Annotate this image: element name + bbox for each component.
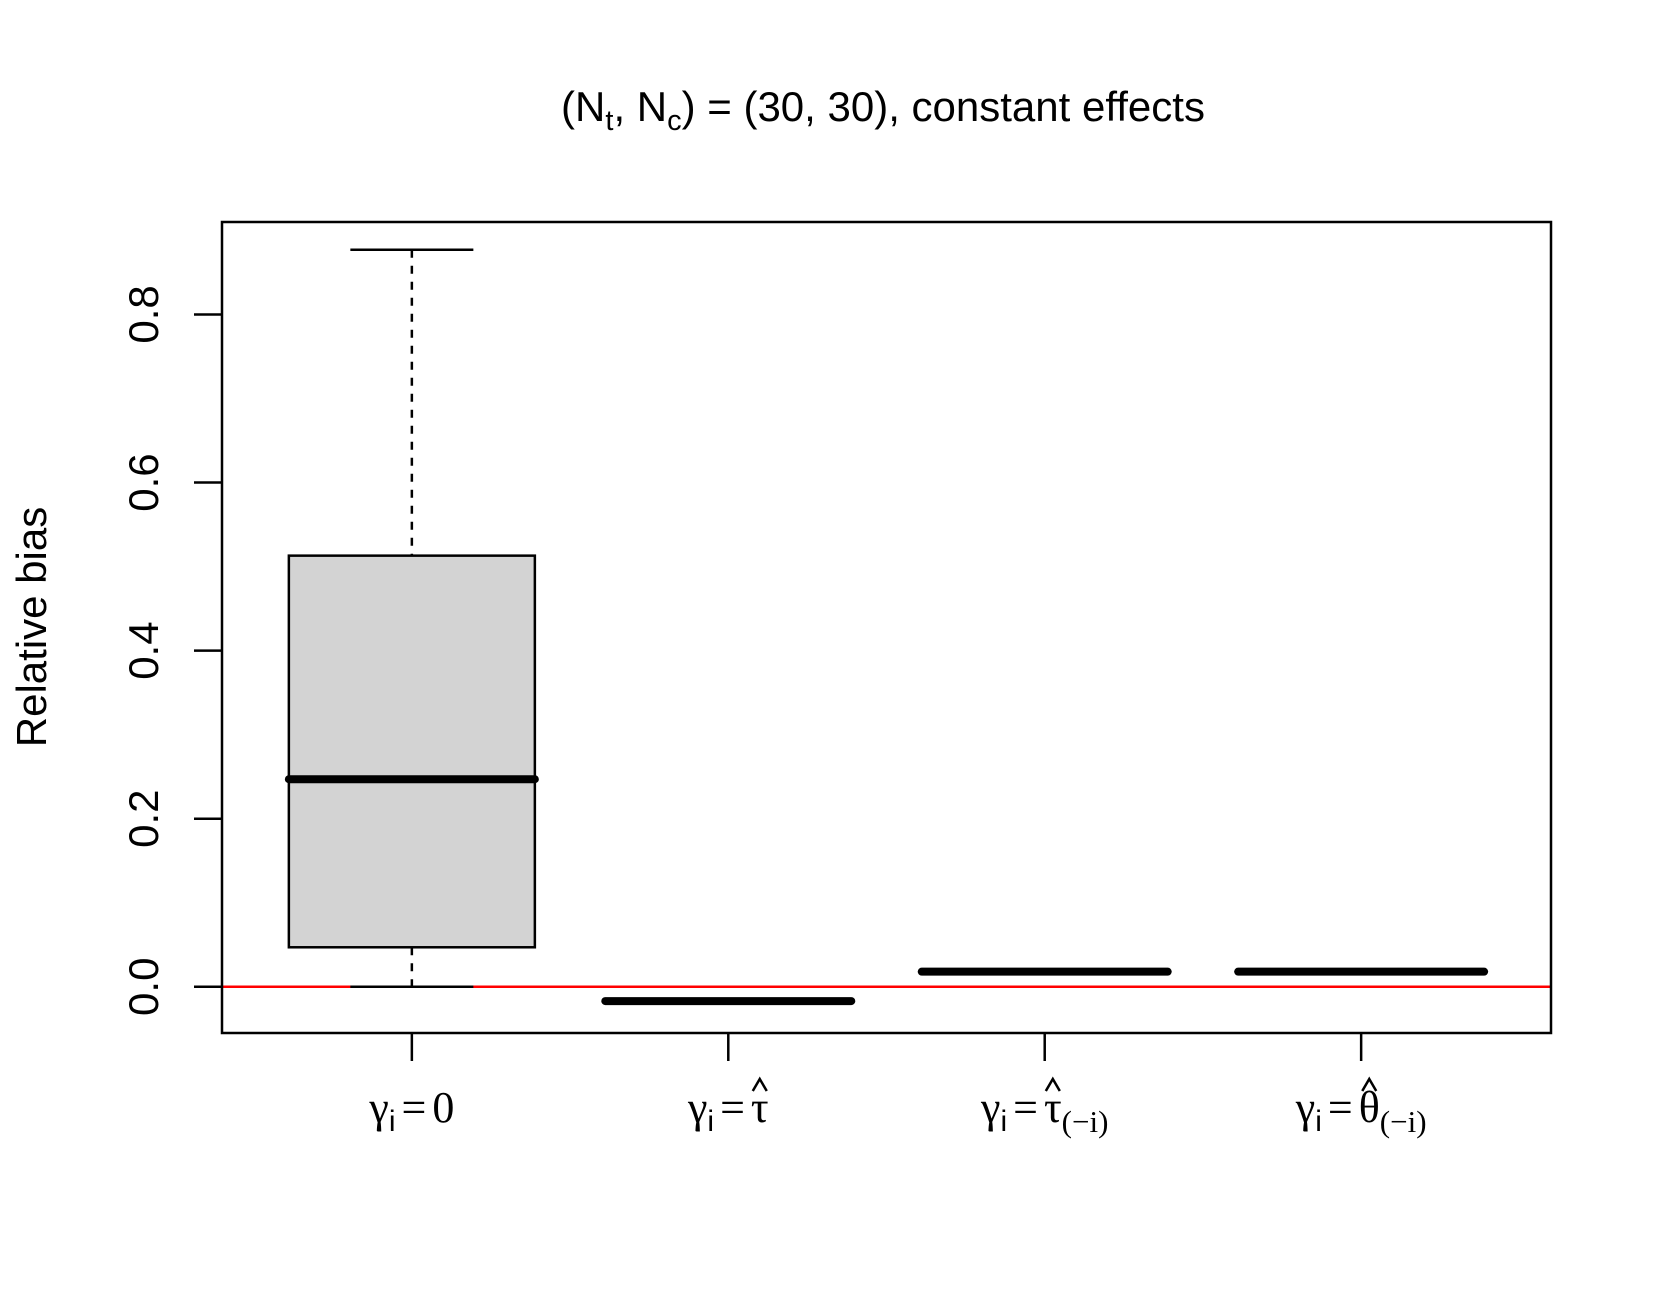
x-tick-label-1: γi = 0: [368, 1083, 454, 1138]
hat-accent-icon: [1044, 1076, 1061, 1092]
x-tick-label-2: γi = τ: [687, 1083, 769, 1138]
plot-frame: [220, 220, 1553, 1035]
boxes-group: [284, 248, 1489, 1006]
title-subscript-t: t: [605, 105, 613, 137]
y-axis: 0.0 0.2 0.4 0.6 0.8: [120, 285, 222, 1016]
y-tick-label: 0.0: [120, 958, 167, 1016]
y-tick-label: 0.4: [120, 621, 167, 679]
hat-accent-icon: [751, 1076, 768, 1092]
x-tick-label-3: γi = τ(−i): [980, 1083, 1108, 1139]
x-tick-label-4: γi = θ(−i): [1295, 1083, 1427, 1139]
hat-accent-icon: [1361, 1076, 1378, 1092]
y-tick-label: 0.2: [120, 789, 167, 847]
box-1: [284, 248, 539, 989]
y-axis-label: Relative bias: [8, 507, 55, 747]
iqr-box: [287, 554, 537, 949]
title-subscript-c: c: [667, 105, 682, 137]
y-tick-label: 0.6: [120, 453, 167, 511]
y-tick-label: 0.8: [120, 285, 167, 343]
chart-title: (Nt, Nc) = (30, 30), constant effects: [561, 83, 1205, 137]
x-axis: γi = 0 γi = τ γi = τ(−i) γi = θ(−i): [368, 1033, 1427, 1139]
